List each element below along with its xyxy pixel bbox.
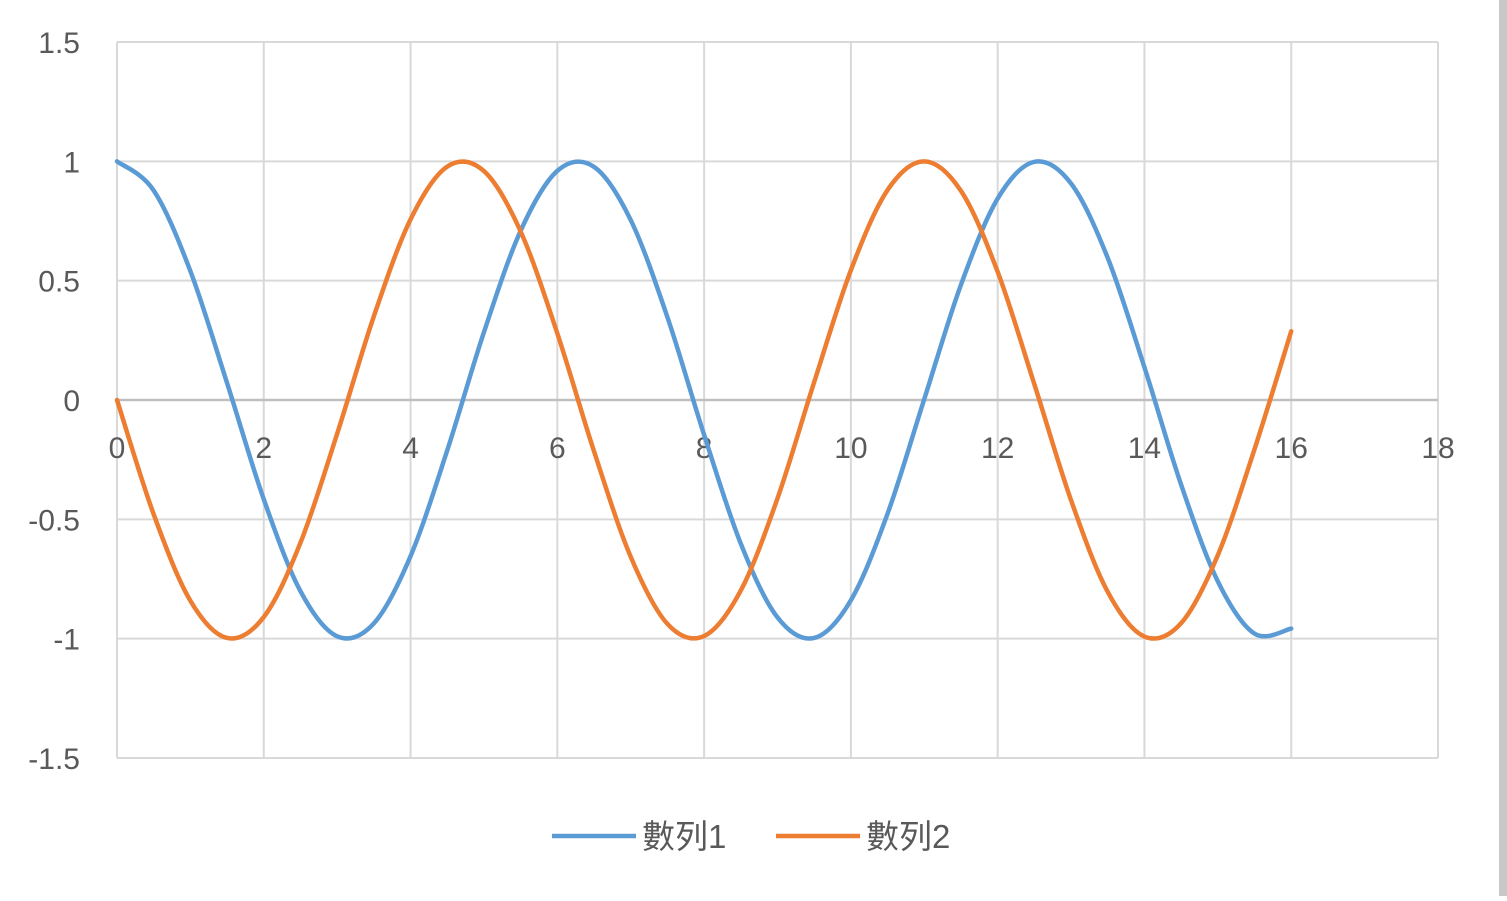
x-tick-label: 18 <box>1421 432 1454 465</box>
y-tick-label: -1.5 <box>28 743 80 776</box>
x-tick-label: 16 <box>1275 432 1308 465</box>
legend: 數列1 數列2 <box>552 818 950 855</box>
x-tick-label: 2 <box>255 432 272 465</box>
y-tick-label: 0 <box>63 385 80 418</box>
x-tick-label: 10 <box>834 432 867 465</box>
y-axis-tick-labels: 1.5 1 0.5 0 -0.5 -1 -1.5 <box>28 27 80 776</box>
y-tick-label: 1 <box>63 146 80 179</box>
x-tick-label: 6 <box>549 432 566 465</box>
x-tick-label: 14 <box>1128 432 1161 465</box>
y-tick-label: 1.5 <box>38 27 80 60</box>
legend-label-2: 數列2 <box>866 818 950 855</box>
x-tick-label: 12 <box>981 432 1014 465</box>
series-line-1 <box>114 159 1294 641</box>
series-lines <box>114 159 1294 641</box>
series-line-2 <box>114 159 1294 641</box>
window-edge <box>1499 0 1507 896</box>
x-tick-label: 8 <box>696 432 713 465</box>
x-axis-tick-labels: 0 2 4 6 8 10 12 14 16 18 <box>109 432 1455 465</box>
x-tick-label: 4 <box>402 432 419 465</box>
legend-label-1: 數列1 <box>642 818 726 855</box>
y-tick-label: -1 <box>53 624 80 657</box>
y-tick-label: 0.5 <box>38 266 80 299</box>
y-tick-label: -0.5 <box>28 504 80 537</box>
x-tick-label: 0 <box>109 432 126 465</box>
